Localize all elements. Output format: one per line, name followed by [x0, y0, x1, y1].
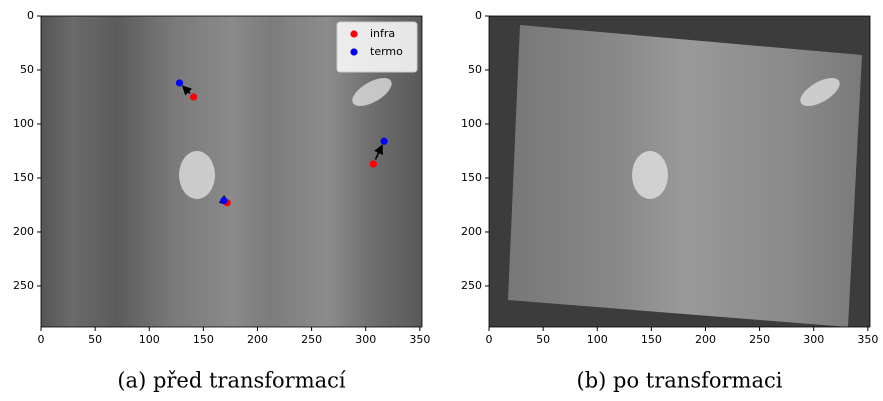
y-tick-label: 200 — [461, 225, 482, 238]
y-tick-label: 50 — [468, 63, 482, 76]
y-tick-label: 250 — [13, 279, 34, 292]
legend-label: infra — [370, 27, 395, 40]
panel-b: 0 50 100 150 200 250 300 350 0 50 100 150 200 250 (b) … — [461, 9, 878, 393]
hotspot — [179, 151, 215, 199]
x-tick-label: 300 — [355, 333, 376, 346]
y-tick-label: 250 — [461, 279, 482, 292]
y-tick-label: 50 — [20, 63, 34, 76]
hotspot — [352, 78, 392, 107]
legend-label: termo — [370, 45, 403, 58]
point — [220, 197, 228, 205]
x-tick-label: 150 — [193, 333, 214, 346]
x-tick-label: 0 — [38, 333, 45, 346]
x-tick-label: 350 — [409, 333, 430, 346]
panel-a: 0 50 100 150 200 250 300 350 0 50 100 150 200 250 (a) … — [13, 9, 430, 393]
caption: (b) po transformaci — [577, 369, 783, 393]
hotspot — [800, 78, 840, 106]
x-tick-label: 50 — [88, 333, 102, 346]
arrow — [374, 144, 383, 160]
y-tick-label: 100 — [13, 117, 34, 130]
y-tick-label: 0 — [27, 9, 34, 22]
y-tick-label: 100 — [461, 117, 482, 130]
y-tick-label: 150 — [13, 171, 34, 184]
x-tick-label: 150 — [641, 333, 662, 346]
point — [190, 93, 198, 101]
legend-marker — [350, 48, 358, 56]
y-tick-label: 0 — [475, 9, 482, 22]
axes-frame — [488, 15, 871, 328]
hotspot — [632, 151, 668, 199]
legend-marker — [350, 30, 358, 38]
x-tick-label: 0 — [486, 333, 493, 346]
x-tick-label: 200 — [247, 333, 268, 346]
y-tick-label: 150 — [461, 171, 482, 184]
warped-image — [508, 25, 862, 327]
axes-frame — [40, 15, 423, 328]
x-tick-label: 300 — [803, 333, 824, 346]
x-tick-label: 100 — [587, 333, 608, 346]
point — [369, 160, 377, 168]
x-tick-label: 350 — [857, 333, 878, 346]
point — [380, 137, 388, 145]
y-tick-label: 200 — [13, 225, 34, 238]
x-tick-label: 250 — [301, 333, 322, 346]
point — [175, 79, 184, 87]
caption: (a) před transformací — [117, 369, 346, 393]
x-tick-label: 200 — [695, 333, 716, 346]
x-tick-label: 100 — [139, 333, 160, 346]
x-tick-label: 250 — [749, 333, 770, 346]
x-tick-label: 50 — [536, 333, 550, 346]
arrow — [181, 85, 193, 96]
